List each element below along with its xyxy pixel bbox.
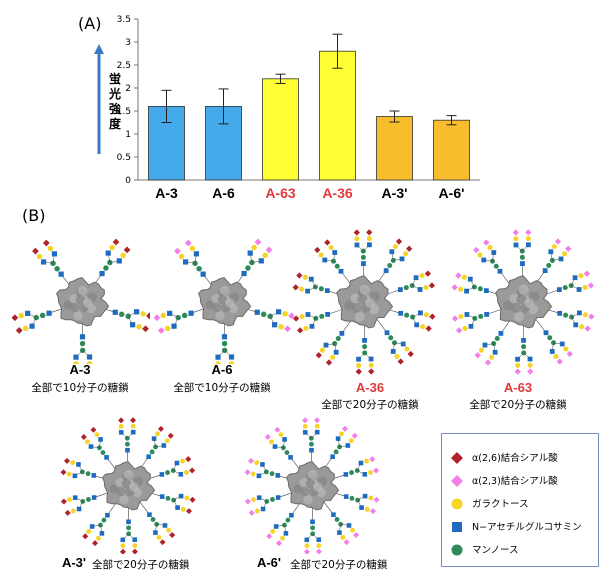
structure-name-a3prime: A-3' — [61, 555, 87, 570]
legend-item-glcnac: N−アセチルグルコサミン — [472, 522, 582, 533]
bar-chart: 0 0.5 1 1.5 2 2.5 3 3.5 A-3 A-6 A-63 A-36 A-3' A-6' — [117, 15, 480, 201]
category-labels: A-3 A-6 A-63 A-36 A-3' A-6' — [155, 185, 464, 201]
legend-item-sialic-a23: α(2,3)結合シアル酸 — [472, 476, 558, 487]
category-label-3: A-36 — [322, 185, 353, 201]
structure-caption-a63: 全部で20分子の糖鎖 — [469, 399, 567, 411]
bar-0 — [148, 106, 185, 181]
structure-caption-a6prime: 全部で20分子の糖鎖 — [290, 559, 388, 571]
structure-name-a36: A-36 — [355, 380, 385, 395]
y-tick-label: 3.5 — [117, 15, 131, 25]
diamond-icon — [451, 449, 463, 468]
panel-a-label: (A) — [78, 14, 102, 33]
structure-caption-a3prime: 全部で20分子の糖鎖 — [92, 559, 190, 571]
bar-3 — [319, 50, 356, 181]
category-label-1: A-6 — [212, 185, 235, 201]
glycan-structure-a6 — [153, 236, 295, 375]
circle-icon — [451, 495, 463, 514]
diamond-icon — [451, 472, 463, 491]
y-tick-label: 0.5 — [117, 153, 131, 163]
y-tick-label: 2 — [125, 84, 131, 94]
glycan-structure-a3 — [10, 236, 153, 375]
structure-name-a6prime: A-6' — [256, 555, 282, 570]
structure-name-a6: A-6 — [211, 362, 233, 377]
y-axis-label: 蛍光強度 — [108, 72, 121, 131]
category-label-4: A-3' — [382, 185, 408, 201]
panel-b-label: (B) — [22, 206, 46, 225]
bar-4 — [376, 116, 413, 181]
y-tick-label: 1.5 — [117, 107, 131, 117]
y-axis: 0 0.5 1 1.5 2 2.5 3 3.5 — [117, 15, 480, 186]
structure-caption-a36: 全部で20分子の糖鎖 — [321, 399, 419, 411]
structure-name-a3: A-3 — [69, 362, 91, 377]
bar-2 — [262, 78, 299, 181]
y-tick-label: 0 — [125, 176, 131, 186]
category-label-2: A-63 — [265, 185, 296, 201]
legend-item-galactose: ガラクトース — [472, 499, 529, 510]
bar-5 — [433, 119, 470, 181]
y-tick-label: 1 — [125, 130, 131, 140]
y-tick-label: 2.5 — [117, 61, 131, 71]
structure-caption-a3: 全部で10分子の糖鎖 — [31, 382, 129, 394]
category-label-0: A-3 — [155, 185, 178, 201]
legend-item-mannose: マンノース — [472, 545, 519, 556]
glycan-structure-a63 — [448, 224, 598, 386]
structure-name-a63: A-63 — [503, 380, 533, 395]
glycan-structure-a6prime — [232, 414, 392, 558]
glycan-structure-a3prime — [48, 414, 208, 558]
circle-icon — [451, 541, 463, 560]
glycan-structure-a36 — [284, 224, 444, 386]
y-axis-arrow — [94, 44, 104, 156]
bars — [148, 33, 470, 181]
category-label-5: A-6' — [439, 185, 465, 201]
legend-item-sialic-a26: α(2,6)結合シアル酸 — [472, 453, 558, 464]
square-icon — [451, 518, 463, 537]
legend: α(2,6)結合シアル酸 α(2,3)結合シアル酸 ガラクトース N−アセチルグ… — [441, 433, 599, 567]
y-tick-label: 3 — [125, 38, 131, 48]
structure-caption-a6: 全部で10分子の糖鎖 — [173, 382, 271, 394]
